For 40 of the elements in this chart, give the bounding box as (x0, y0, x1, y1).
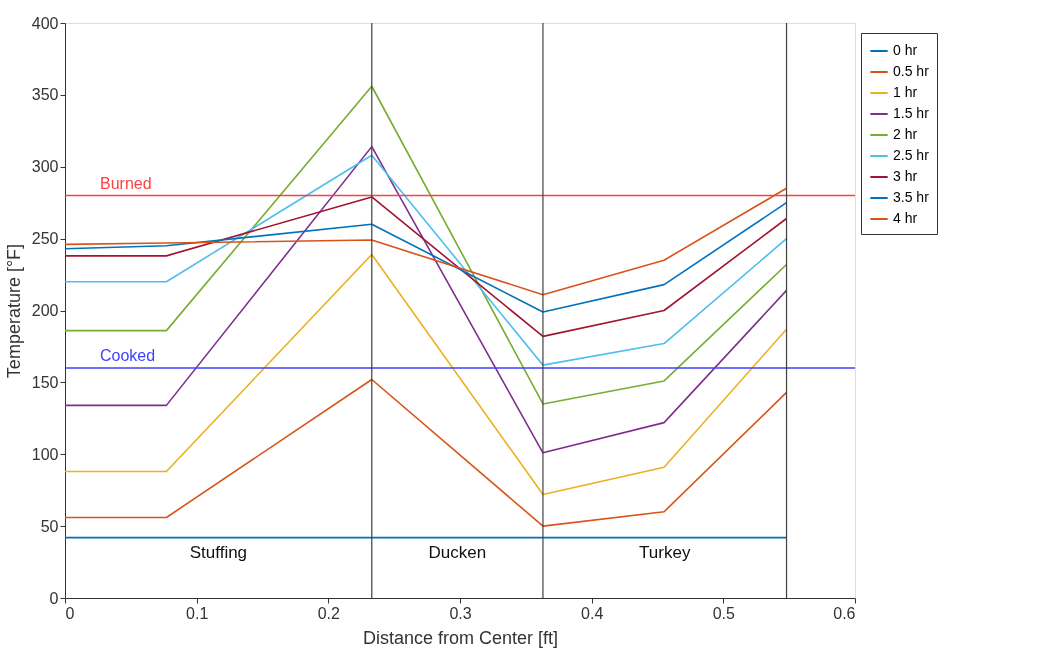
y-tick-label: 350 (31, 86, 59, 104)
line-series (65, 85, 788, 405)
y-axis-title: Temperature [°F] (3, 243, 24, 379)
line-series (65, 196, 788, 338)
y-tick-label: 250 (31, 230, 59, 248)
legend-label: 3.5 hr (893, 189, 930, 205)
line-series (65, 378, 788, 527)
y-tick-label: 400 (31, 14, 59, 32)
y-tick-label: 150 (31, 373, 59, 391)
annotation: Ducken (428, 543, 487, 562)
legend-label: 1.5 hr (893, 105, 930, 121)
legend-label: 2 hr (893, 126, 918, 142)
y-tick-label: 300 (31, 158, 59, 176)
x-tick-label: 0.2 (317, 604, 341, 622)
ref-line-label: Burned (100, 174, 152, 192)
legend-label: 1 hr (893, 84, 918, 100)
x-tick-label: 0.6 (833, 604, 856, 622)
x-tick-label: 0.5 (712, 604, 736, 622)
y-tick-label: 50 (40, 517, 59, 535)
x-tick-label: 0.1 (186, 604, 209, 622)
line-series (65, 145, 788, 454)
annotation: Turkey (639, 543, 691, 562)
y-tick-label: 200 (31, 302, 59, 319)
line-series (65, 253, 788, 496)
line-series (65, 154, 788, 366)
x-tick-label: 0.4 (581, 604, 604, 622)
y-tick-label: 100 (31, 445, 59, 463)
y-tick-label: 0 (49, 589, 59, 607)
legend-label: 3 hr (893, 168, 918, 184)
legend-label: 0 hr (893, 42, 918, 58)
ref-line-label: Cooked (100, 347, 156, 364)
annotation: Stuffing (189, 543, 248, 562)
legend-label: 4 hr (893, 210, 918, 226)
line-series (65, 187, 788, 296)
x-tick-label: 0.3 (449, 604, 472, 622)
line-series (65, 201, 788, 313)
x-tick-label: 0 (65, 604, 75, 622)
legend-label: 2.5 hr (893, 147, 930, 163)
x-axis-title: Distance from Center [ft] (362, 627, 559, 648)
legend-label: 0.5 hr (893, 63, 930, 79)
